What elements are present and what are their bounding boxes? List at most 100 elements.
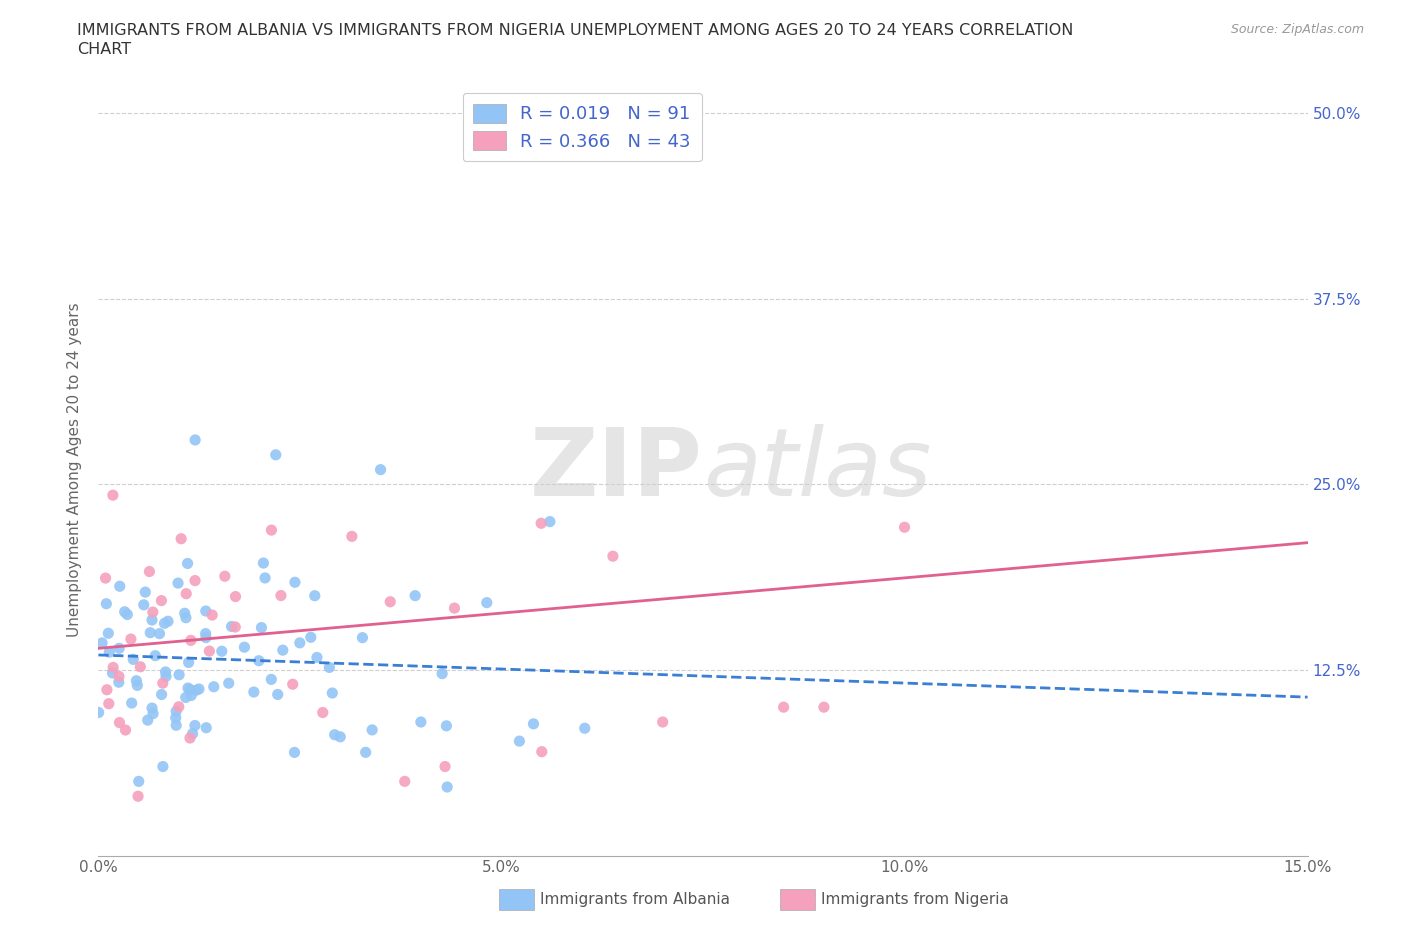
Point [329,729,352,744]
Point [281,677,304,692]
Point [380,594,402,609]
Point [538,514,561,529]
Point [128,774,150,789]
Point [304,589,326,604]
Point [394,774,416,789]
Point [143,648,166,663]
Point [224,619,246,634]
Point [174,610,197,625]
Point [132,597,155,612]
Point [370,462,392,477]
Point [813,699,835,714]
Point [201,607,224,622]
Point [156,614,179,629]
Point [96,683,118,698]
Point [150,687,173,702]
Point [142,604,165,619]
Point [152,759,174,774]
Point [214,569,236,584]
Point [165,704,187,719]
Point [94,571,117,586]
Point [409,714,432,729]
Point [142,706,165,721]
Point [218,676,240,691]
Point [772,699,794,714]
Point [97,626,120,641]
Point [522,716,544,731]
Y-axis label: Unemployment Among Ages 20 to 24 years: Unemployment Among Ages 20 to 24 years [66,302,82,637]
Text: Immigrants from Albania: Immigrants from Albania [540,892,730,907]
Point [108,675,131,690]
Point [436,718,458,733]
Point [221,619,243,634]
Point [267,687,290,702]
Point [155,665,177,680]
Point [108,641,131,656]
Point [260,523,283,538]
Point [202,679,225,694]
Legend: R = 0.019   N = 91, R = 0.366   N = 43: R = 0.019 N = 91, R = 0.366 N = 43 [463,93,702,162]
Point [574,721,596,736]
Point [148,626,170,641]
Point [138,565,160,579]
Point [120,631,142,646]
Point [361,723,384,737]
Point [254,570,277,585]
Text: IMMIGRANTS FROM ALBANIA VS IMMIGRANTS FROM NIGERIA UNEMPLOYMENT AMONG AGES 20 TO: IMMIGRANTS FROM ALBANIA VS IMMIGRANTS FR… [77,23,1074,38]
Point [108,669,131,684]
Point [108,578,131,593]
Point [508,734,530,749]
Point [177,681,200,696]
Point [125,673,148,688]
Point [184,573,207,588]
Point [211,644,233,658]
Point [284,575,307,590]
Point [153,616,176,631]
Point [602,549,624,564]
Point [404,588,426,603]
Point [122,652,145,667]
Point [198,644,221,658]
Point [184,432,207,447]
Point [129,659,152,674]
Point [181,726,204,741]
Point [136,712,159,727]
Point [184,718,207,733]
Point [318,660,340,675]
Point [260,671,283,686]
Point [87,705,110,720]
Point [443,601,465,616]
Point [312,705,335,720]
Point [167,668,190,683]
Point [243,684,266,699]
Point [323,727,346,742]
Point [165,718,187,733]
Point [114,723,136,737]
Point [117,607,139,622]
Point [176,556,198,571]
Point [134,585,156,600]
Point [108,715,131,730]
Point [91,635,114,650]
Point [288,635,311,650]
Point [194,604,217,618]
Point [114,604,136,619]
Point [179,682,201,697]
Point [305,650,328,665]
Point [127,678,149,693]
Point [271,643,294,658]
Point [233,640,256,655]
Point [98,644,121,659]
Point [177,655,200,670]
Point [180,688,202,703]
Point [612,106,634,121]
Point [195,721,218,736]
Point [174,690,197,705]
Point [224,589,246,604]
Point [186,683,208,698]
Point [101,666,124,681]
Point [352,631,374,645]
Point [101,660,124,675]
Point [167,699,190,714]
Point [651,714,673,729]
